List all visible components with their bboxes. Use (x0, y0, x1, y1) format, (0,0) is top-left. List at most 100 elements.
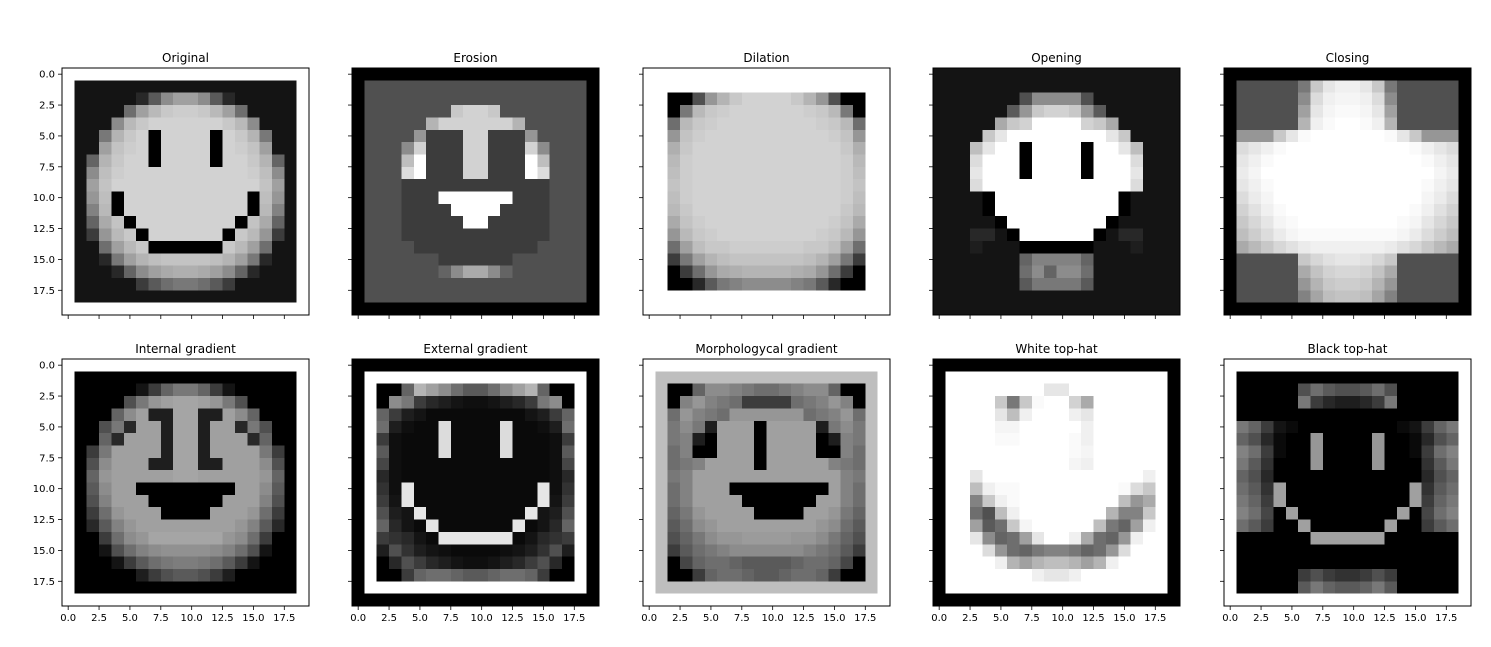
heatmap-cell (754, 470, 767, 483)
heatmap-cell (487, 117, 501, 131)
axes-frame (642, 358, 891, 607)
heatmap-cell (1347, 408, 1361, 422)
heatmap-cell (364, 408, 377, 422)
heatmap-cell (62, 302, 75, 316)
heatmap-cell (803, 154, 817, 168)
heatmap-cell (1105, 92, 1119, 106)
heatmap-cell (271, 290, 285, 303)
heatmap-cell (1396, 253, 1410, 266)
heatmap-cell (500, 556, 513, 570)
heatmap-cell (933, 142, 946, 155)
heatmap-cell (803, 277, 817, 291)
heatmap-cell (1105, 482, 1119, 496)
heatmap-cell (1335, 445, 1348, 459)
heatmap-cell (284, 228, 297, 242)
heatmap-cell (123, 129, 137, 143)
heatmap-cell (1224, 240, 1237, 254)
heatmap-cell (524, 408, 538, 422)
heatmap-cell (259, 92, 273, 106)
heatmap-cell (933, 179, 946, 192)
heatmap-cell (1056, 457, 1070, 471)
heatmap-cell (741, 80, 755, 93)
heatmap-cell (1093, 142, 1107, 155)
heatmap-cell (364, 191, 377, 205)
heatmap-cell (574, 556, 587, 570)
heatmap-cell (877, 253, 891, 266)
heatmap-cell (1068, 457, 1082, 471)
heatmap-cell (1433, 302, 1447, 316)
heatmap-cell (259, 68, 273, 81)
heatmap-cell (1310, 593, 1324, 607)
heatmap-cell (680, 68, 693, 81)
heatmap-cell (463, 457, 476, 471)
heatmap-cell (160, 482, 174, 496)
heatmap-cell (364, 92, 377, 106)
heatmap-cell (729, 191, 743, 205)
heatmap-cell (537, 371, 550, 384)
heatmap-cell (1384, 203, 1398, 217)
heatmap-cell (1248, 544, 1262, 557)
heatmap-cell (692, 228, 706, 242)
heatmap-cell (376, 544, 390, 557)
heatmap-cell (1359, 191, 1373, 205)
heatmap-cell (1359, 265, 1373, 279)
heatmap-cell (828, 494, 841, 508)
heatmap-cell (643, 581, 656, 594)
heatmap-cell (1068, 277, 1082, 291)
heatmap-cell (1155, 445, 1168, 459)
heatmap-cell (1421, 371, 1435, 384)
heatmap-cell (815, 166, 829, 180)
heatmap-cell (487, 191, 501, 205)
heatmap-cell (704, 290, 718, 303)
heatmap-cell (994, 593, 1008, 607)
heatmap-cell (1359, 371, 1373, 384)
heatmap-cell (754, 302, 767, 316)
heatmap-cell (1322, 253, 1336, 266)
heatmap-cell (766, 228, 780, 242)
heatmap-cell (970, 216, 983, 229)
heatmap-cell (1433, 396, 1447, 409)
heatmap-cell (1044, 179, 1057, 192)
heatmap-cell (234, 420, 248, 434)
heatmap-cell (1155, 265, 1168, 279)
heatmap-cell (574, 142, 587, 155)
heatmap-cell (1155, 359, 1168, 372)
heatmap-cell (680, 105, 693, 118)
heatmap-cell (136, 105, 149, 118)
heatmap-cell (1421, 457, 1435, 471)
heatmap-cell (1007, 531, 1020, 545)
heatmap-cell (1167, 470, 1181, 483)
heatmap-cell (1019, 556, 1033, 570)
heatmap-cell (296, 494, 310, 508)
heatmap-cell (111, 445, 125, 459)
heatmap-cell (247, 445, 260, 459)
heatmap-cell (1142, 117, 1156, 131)
heatmap-cell (247, 507, 260, 520)
heatmap-cell (717, 179, 730, 192)
heatmap-cell (1446, 92, 1459, 106)
heatmap-cell (643, 265, 656, 279)
heatmap-cell (877, 507, 891, 520)
heatmap-cell (475, 228, 489, 242)
heatmap-cell (197, 80, 211, 93)
heatmap-cell (1446, 383, 1459, 397)
heatmap-cell (413, 433, 427, 446)
heatmap-cell (62, 240, 75, 254)
heatmap-cell (982, 359, 996, 372)
heatmap-cell (271, 203, 285, 217)
heatmap-cell (1421, 408, 1435, 422)
heatmap-cell (99, 302, 112, 316)
heatmap-cell (655, 396, 668, 409)
heatmap-cell (643, 482, 656, 496)
heatmap-cell (1421, 277, 1435, 291)
heatmap-cell (1347, 68, 1361, 81)
heatmap-cell (1384, 290, 1398, 303)
heatmap-cell (643, 593, 656, 607)
heatmap-cell (1298, 302, 1311, 316)
heatmap-cell (754, 129, 767, 143)
heatmap-cell (1384, 470, 1398, 483)
heatmap-cell (1044, 191, 1057, 205)
heatmap-cell (296, 581, 310, 594)
heatmap-cell (185, 445, 199, 459)
